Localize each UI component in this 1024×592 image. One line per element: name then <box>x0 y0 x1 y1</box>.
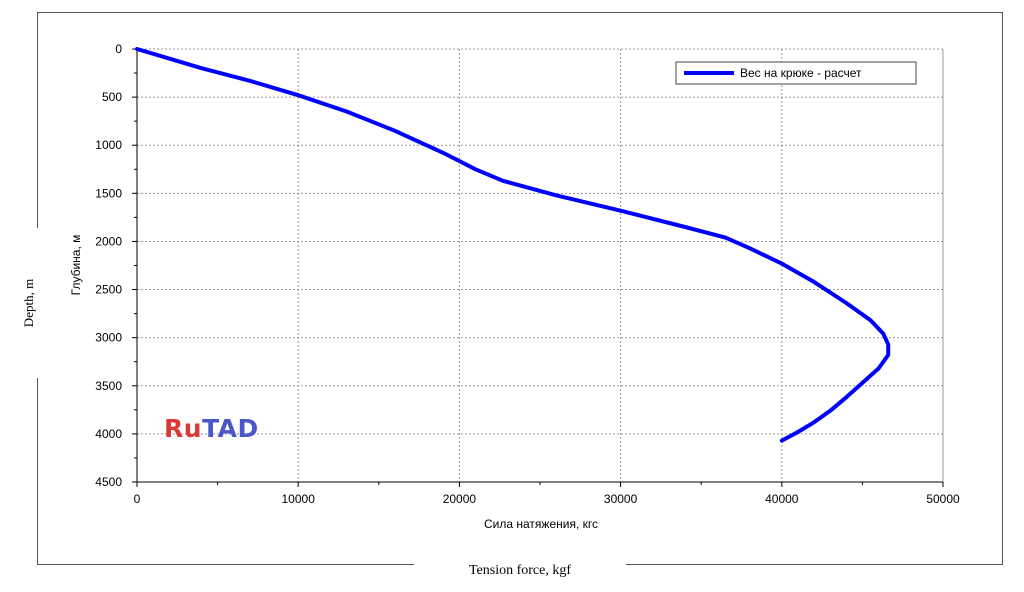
x-tick-label: 20000 <box>443 492 477 506</box>
y-tick-label: 4500 <box>95 475 122 489</box>
tick-labels: 0 10000 20000 30000 40000 50000 0 500 1000 1500 20… <box>95 42 960 506</box>
chart-frame <box>37 12 1003 565</box>
x-tick-label: 50000 <box>926 492 960 506</box>
depth-caption: Depth, m <box>21 278 36 328</box>
y-tick-label: 1000 <box>95 138 122 152</box>
logo-part-ru: Ru <box>164 414 203 443</box>
rutad-logo: RuTAD <box>164 414 259 443</box>
x-tick-label: 10000 <box>282 492 316 506</box>
series-line-hook-load <box>135 47 891 443</box>
depth-caption-box: Depth, m <box>0 228 58 378</box>
logo-part-tad: TAD <box>202 414 259 443</box>
series-lines <box>135 47 891 443</box>
legend-label: Вес на крюке - расчет <box>740 66 862 80</box>
y-tick-label: 2500 <box>95 283 122 297</box>
y-tick-label: 3000 <box>95 331 122 345</box>
legend: Вес на крюке - расчет <box>675 61 917 85</box>
y-tick-label: 4000 <box>95 427 122 441</box>
x-axis-title: Сила натяжения, кгс <box>484 517 598 531</box>
y-tick-label: 2000 <box>95 234 122 248</box>
y-tick-label: 3500 <box>95 379 122 393</box>
y-tick-label: 1500 <box>95 186 122 200</box>
x-tick-label: 40000 <box>765 492 799 506</box>
x-tick-label: 0 <box>134 492 141 506</box>
tension-caption-box: Tension force, kgf <box>414 553 626 589</box>
y-tick-label: 0 <box>115 42 122 56</box>
y-tick-label: 500 <box>102 90 122 104</box>
legend-box <box>675 61 917 85</box>
y-axis-title: Глубина, м <box>69 235 83 296</box>
tension-caption: Tension force, kgf <box>468 563 572 578</box>
axes <box>132 48 944 487</box>
x-tick-label: 30000 <box>604 492 638 506</box>
